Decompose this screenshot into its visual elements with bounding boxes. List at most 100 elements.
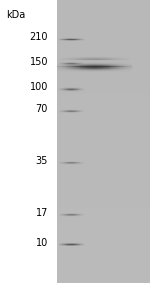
Bar [81,90,82,91]
Bar [70,70,71,71]
Bar [73,88,74,89]
Bar [81,68,82,69]
Bar [71,56,72,57]
Bar [108,57,109,58]
Bar [126,59,127,60]
Bar [102,57,103,58]
Bar [63,57,64,58]
Bar [71,91,72,92]
Bar [120,58,121,59]
Bar [57,57,150,66]
Bar [115,59,116,60]
Bar [63,90,64,91]
Bar [71,60,72,61]
Bar [94,57,95,58]
Bar [91,70,92,71]
Bar [125,66,126,67]
Bar [109,64,110,65]
Bar [62,56,63,57]
Bar [77,58,78,59]
Bar [80,68,81,69]
Bar [68,60,69,61]
Bar [73,59,74,60]
Bar [115,66,116,67]
Bar [96,65,97,66]
Bar [81,89,82,90]
Bar [95,63,96,64]
Bar [93,67,94,68]
Bar [72,59,73,60]
Bar [65,58,66,59]
Bar [59,66,60,67]
Bar [91,57,92,58]
Bar [99,65,100,66]
Bar [76,87,77,88]
Bar [122,67,123,68]
Bar [80,91,81,92]
Bar [72,68,73,69]
Bar [75,64,76,65]
Bar [111,68,112,69]
Bar [82,59,83,60]
Bar [122,56,123,57]
Bar [93,68,94,69]
Bar [64,66,65,67]
Bar [91,69,92,70]
Bar [127,60,128,61]
Bar [63,71,64,72]
Bar [69,68,70,69]
Bar [65,89,66,90]
Bar [126,57,127,58]
Bar [96,67,97,68]
Bar [79,66,80,67]
Bar [59,67,60,68]
Bar [115,56,116,57]
Bar [125,71,126,72]
Bar [78,62,79,63]
Bar [92,58,93,59]
Bar [115,64,116,65]
Bar [95,68,96,69]
Bar [108,63,109,64]
Bar [103,56,104,57]
Bar [121,62,122,63]
Bar [96,58,97,59]
Bar [82,56,83,57]
Bar [64,59,65,60]
Bar [111,70,112,71]
Bar [79,65,80,66]
Bar [105,70,106,71]
Bar [66,69,67,70]
Bar [83,63,84,64]
Bar [128,60,129,61]
Bar [100,64,101,65]
Bar [124,62,125,63]
Bar [103,58,104,59]
Bar [65,58,66,59]
Bar [66,66,67,67]
Bar [95,71,96,72]
Bar [110,67,111,68]
Bar [119,63,120,64]
Bar [78,89,79,90]
Bar [74,91,75,92]
Bar [81,90,82,91]
Bar [90,66,91,67]
Bar [68,91,69,92]
Bar [94,70,95,71]
Bar [108,65,109,66]
Bar [70,68,71,69]
Bar [98,59,99,60]
Bar [91,59,92,60]
Bar [64,63,65,64]
Bar [109,60,110,61]
Bar [64,64,65,65]
Bar [124,63,125,64]
Bar [111,56,112,57]
Bar [89,59,90,60]
Bar [129,70,130,71]
Bar [115,67,116,68]
Bar [76,90,77,91]
Bar [78,64,79,65]
Bar [63,68,64,69]
